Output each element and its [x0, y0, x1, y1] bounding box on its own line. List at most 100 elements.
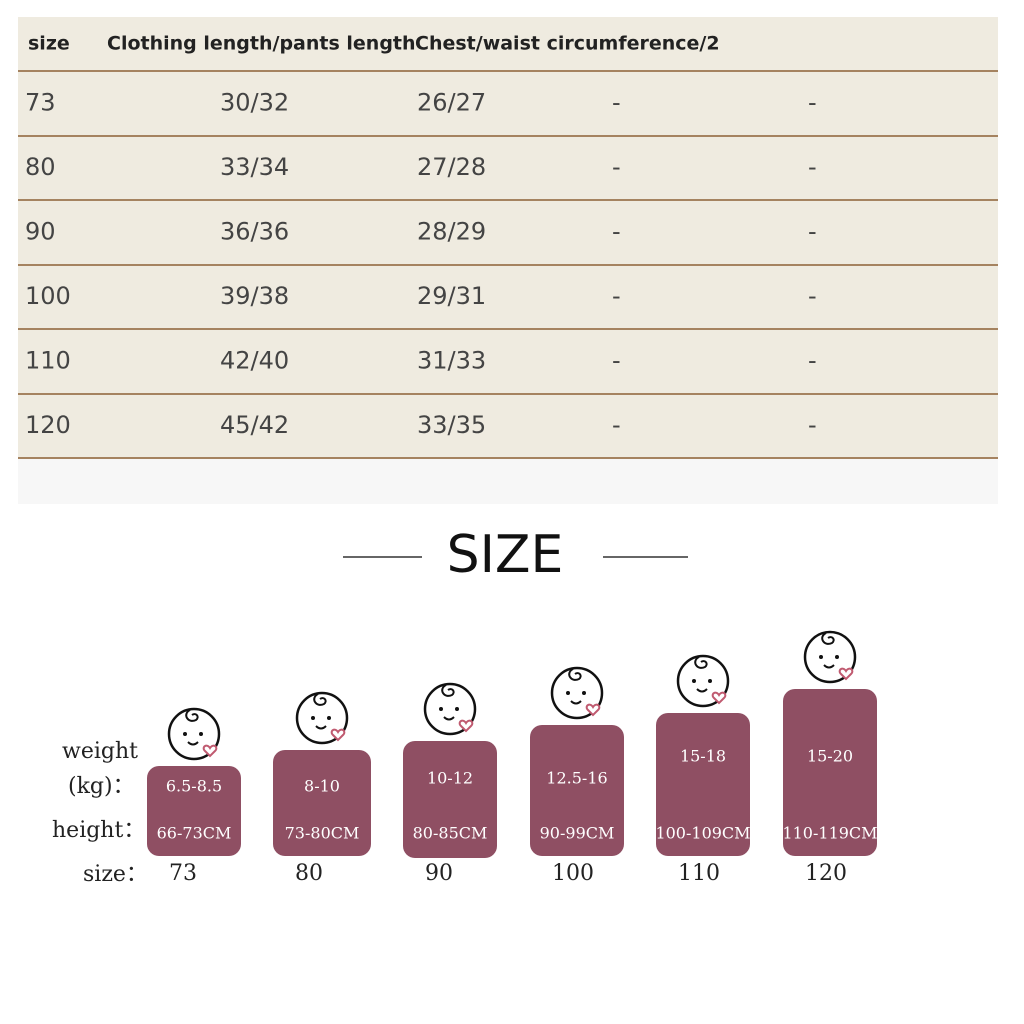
table-footer	[18, 458, 998, 504]
weight-value: 12.5-16	[546, 769, 607, 788]
baby-icon	[167, 707, 221, 761]
baby-eye	[582, 691, 586, 695]
table-cell: 30/32	[220, 89, 289, 117]
size-value: 120	[805, 861, 847, 886]
baby-curl	[568, 668, 582, 681]
baby-eye	[692, 679, 696, 683]
baby-smile	[823, 664, 835, 669]
table-cell: 110	[25, 347, 71, 375]
table-cell: 28/29	[417, 218, 486, 246]
baby-icon	[295, 691, 349, 745]
baby-smile	[570, 700, 582, 705]
weight-value: 6.5-8.5	[166, 777, 222, 796]
baby-eye	[835, 655, 839, 659]
table-cell: 100	[25, 282, 71, 310]
baby-eye	[566, 691, 570, 695]
baby-smile	[696, 688, 708, 693]
size-label: size：	[83, 862, 148, 887]
baby-eye	[183, 732, 187, 736]
baby-eye	[311, 716, 315, 720]
table-cell: -	[612, 89, 621, 117]
size-bar	[147, 766, 241, 856]
table-cell: -	[612, 347, 621, 375]
baby-eye	[439, 707, 443, 711]
baby-heart	[458, 719, 474, 733]
size-bar	[656, 713, 750, 856]
table-cell: -	[808, 89, 817, 117]
weight-value: 8-10	[304, 777, 340, 796]
size-value: 90	[425, 861, 453, 886]
baby-curl	[441, 684, 455, 697]
table-cell: 73	[25, 89, 56, 117]
baby-eye	[819, 655, 823, 659]
table-cell: 31/33	[417, 347, 486, 375]
height-value: 90-99CM	[540, 824, 615, 843]
table-cell: -	[808, 347, 817, 375]
size-value: 80	[295, 861, 323, 886]
table-cell: -	[612, 282, 621, 310]
table-cell: 80	[25, 153, 56, 181]
baby-curl	[313, 693, 327, 706]
table-cell: 33/34	[220, 153, 289, 181]
baby-icon	[423, 682, 477, 736]
table-header-cell: size	[28, 33, 70, 55]
table-cell: 27/28	[417, 153, 486, 181]
baby-smile	[187, 741, 199, 746]
baby-eye	[455, 707, 459, 711]
table-header-cell: Clothing length/pants length	[107, 33, 416, 55]
height-value: 73-80CM	[285, 824, 360, 843]
size-bar	[403, 741, 497, 858]
baby-curl	[185, 709, 199, 722]
baby-icon	[676, 654, 730, 708]
table-background	[18, 17, 998, 504]
table-cell: -	[808, 411, 817, 439]
baby-eye	[199, 732, 203, 736]
baby-smile	[315, 725, 327, 730]
baby-heart	[585, 703, 601, 717]
size-value: 73	[169, 861, 197, 886]
baby-smile	[443, 716, 455, 721]
baby-heart	[202, 744, 218, 758]
baby-heart	[330, 728, 346, 742]
table-cell: 33/35	[417, 411, 486, 439]
size-title: SIZE	[447, 525, 564, 585]
baby-heart	[838, 667, 854, 681]
size-bar	[530, 725, 624, 856]
baby-eye	[327, 716, 331, 720]
table-cell: -	[808, 282, 817, 310]
table-cell: 42/40	[220, 347, 289, 375]
height-value: 100-109CM	[655, 824, 750, 843]
table-cell: 120	[25, 411, 71, 439]
table-cell: 45/42	[220, 411, 289, 439]
table-cell: 29/31	[417, 282, 486, 310]
baby-icon	[803, 630, 857, 684]
baby-curl	[694, 656, 708, 669]
weight-value: 15-20	[807, 747, 853, 766]
weight-value: 15-18	[680, 747, 726, 766]
table-cell: -	[612, 153, 621, 181]
height-value: 66-73CM	[157, 824, 232, 843]
baby-curl	[821, 632, 835, 645]
size-bar	[783, 689, 877, 856]
table-cell: -	[612, 218, 621, 246]
height-label: height：	[52, 818, 145, 843]
height-value: 80-85CM	[413, 824, 488, 843]
table-cell: -	[808, 218, 817, 246]
table-cell: -	[612, 411, 621, 439]
table-cell: 26/27	[417, 89, 486, 117]
table-cell: -	[808, 153, 817, 181]
baby-heart	[711, 691, 727, 705]
table-cell: 39/38	[220, 282, 289, 310]
table-cell: 90	[25, 218, 56, 246]
weight-label: weight	[62, 739, 138, 764]
baby-eye	[708, 679, 712, 683]
kg-label: (kg)：	[68, 774, 135, 799]
size-value: 110	[678, 861, 720, 886]
weight-value: 10-12	[427, 769, 473, 788]
table-cell: 36/36	[220, 218, 289, 246]
baby-icon	[550, 666, 604, 720]
size-bar	[273, 750, 371, 856]
height-value: 110-119CM	[782, 824, 877, 843]
